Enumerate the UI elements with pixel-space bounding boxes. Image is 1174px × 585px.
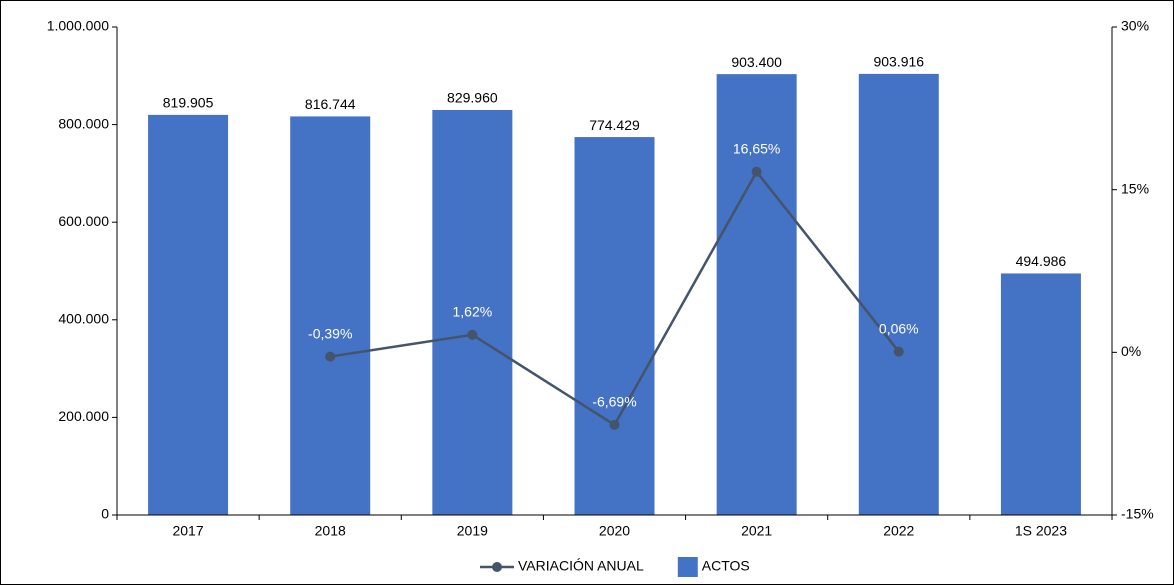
line-label: 1,62% <box>453 303 493 319</box>
x-tick-label: 2019 <box>457 523 488 539</box>
x-tick-label: 2021 <box>741 523 772 539</box>
y2-tick-label: 15% <box>1121 180 1149 196</box>
bar <box>716 74 797 515</box>
line-label: -6,69% <box>592 394 636 410</box>
line-point <box>751 166 762 177</box>
line-label: 0,06% <box>879 320 919 336</box>
bar <box>290 116 371 515</box>
bar-label: 819.905 <box>163 95 214 111</box>
x-tick-label: 2018 <box>315 523 346 539</box>
line-label: -0,39% <box>308 325 352 341</box>
bar <box>148 114 229 516</box>
y2-tick-label: -15% <box>1121 506 1154 522</box>
bar-label: 829.960 <box>447 90 498 106</box>
legend-label: VARIACIÓN ANUAL <box>518 558 644 574</box>
bar-label: 494.986 <box>1016 253 1067 269</box>
bar-label: 903.916 <box>873 54 924 70</box>
x-tick-label: 2017 <box>172 523 203 539</box>
y-tick-label: 200.000 <box>58 408 109 424</box>
bar-label: 774.429 <box>589 117 640 133</box>
bar-label: 903.400 <box>731 54 782 70</box>
line-point <box>609 419 620 430</box>
line-label: 16,65% <box>733 140 780 156</box>
y2-tick-label: 0% <box>1121 343 1141 359</box>
x-tick-label: 2022 <box>883 523 914 539</box>
bar <box>858 73 939 516</box>
y-tick-label: 800.000 <box>58 115 109 131</box>
y-tick-label: 1.000.000 <box>47 18 109 34</box>
y2-tick-label: 30% <box>1121 18 1149 34</box>
legend-swatch <box>677 557 698 577</box>
line-point <box>893 346 904 357</box>
bar <box>432 109 513 515</box>
x-tick-label: 2020 <box>599 523 630 539</box>
bar <box>574 137 655 515</box>
x-tick-label: 1S 2023 <box>1015 523 1067 539</box>
y-tick-label: 600.000 <box>58 213 109 229</box>
line-point <box>467 329 478 340</box>
y-tick-label: 0 <box>101 506 109 522</box>
legend-marker <box>492 562 502 572</box>
legend-label: ACTOS <box>702 558 750 574</box>
bar-label: 816.744 <box>305 96 356 112</box>
y-tick-label: 400.000 <box>58 311 109 327</box>
line-point <box>325 351 336 362</box>
bar <box>1000 273 1081 515</box>
